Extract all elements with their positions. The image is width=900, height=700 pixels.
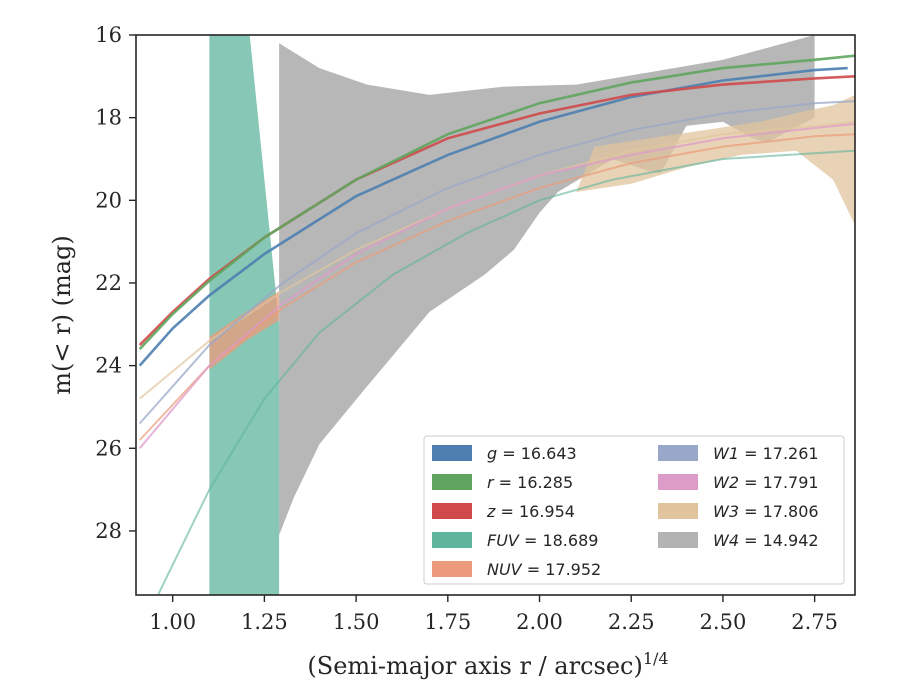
y-tick-label: 20 [95,188,122,212]
legend-label-g: g = 16.643 [487,444,577,463]
curve-z [138,75,855,346]
y-tick-label: 18 [95,106,122,130]
plot-frame [135,34,856,596]
legend-swatch-fuv [432,532,472,548]
legend: g = 16.643 r = 16.285 z = 16.954 FUV = 18.6… [423,435,845,585]
x-tick-label: 2.25 [608,610,655,634]
legend-swatch-r [432,474,472,490]
legend-swatch-w2 [658,474,698,490]
y-tick-label: 28 [95,519,122,543]
legend-label-w4: W4 = 14.942 [713,531,819,550]
legend-swatch-nuv [432,561,472,577]
x-tick-label: 1.00 [149,610,196,634]
x-tick-label: 2.75 [791,610,838,634]
legend-swatch-z [432,503,472,519]
x-tick-label: 1.25 [241,610,288,634]
x-tick-label: 1.75 [424,610,471,634]
x-tick-label: 1.50 [333,610,380,634]
x-tick-label: 2.00 [516,610,563,634]
y-tick-label: 16 [95,23,122,47]
y-tick-label: 24 [95,354,122,378]
y-axis-ticks: 16 18 20 22 24 26 28 [95,23,136,543]
curve-g [138,66,848,367]
curve-w2 [138,122,855,449]
x-axis-ticks: 1.00 1.25 1.50 1.75 2.00 2.25 2.50 2.75 [149,595,838,634]
curve-r [138,54,855,350]
legend-label-w2: W2 = 17.791 [713,473,819,492]
legend-swatch-w3 [658,503,698,519]
legend-label-nuv: NUV = 17.952 [487,560,601,579]
x-axis-label: (Semi-major axis r / arcsec)1/4 [307,649,668,680]
legend-frame [423,435,845,585]
curve-w1 [138,100,855,425]
curve-nuv [138,133,855,441]
legend-label-fuv: FUV = 18.689 [487,531,598,550]
legend-label-w1: W1 = 17.261 [713,444,819,463]
legend-swatch-w4 [658,532,698,548]
legend-label-r: r = 16.285 [487,473,573,492]
y-tick-label: 26 [95,436,122,460]
legend-label-z: z = 16.954 [486,502,575,521]
legend-label-w3: W3 = 17.806 [713,502,819,521]
y-tick-label: 22 [95,271,122,295]
legend-swatch-g [432,445,472,461]
series-layer [138,35,855,595]
x-axis-label-superscript: 1/4 [643,649,669,668]
curve-fuv [157,149,855,595]
legend-swatch-w1 [658,445,698,461]
y-axis-label: m(< r) (mag) [48,235,76,394]
band-w4 [279,35,815,536]
x-tick-label: 2.50 [700,610,747,634]
